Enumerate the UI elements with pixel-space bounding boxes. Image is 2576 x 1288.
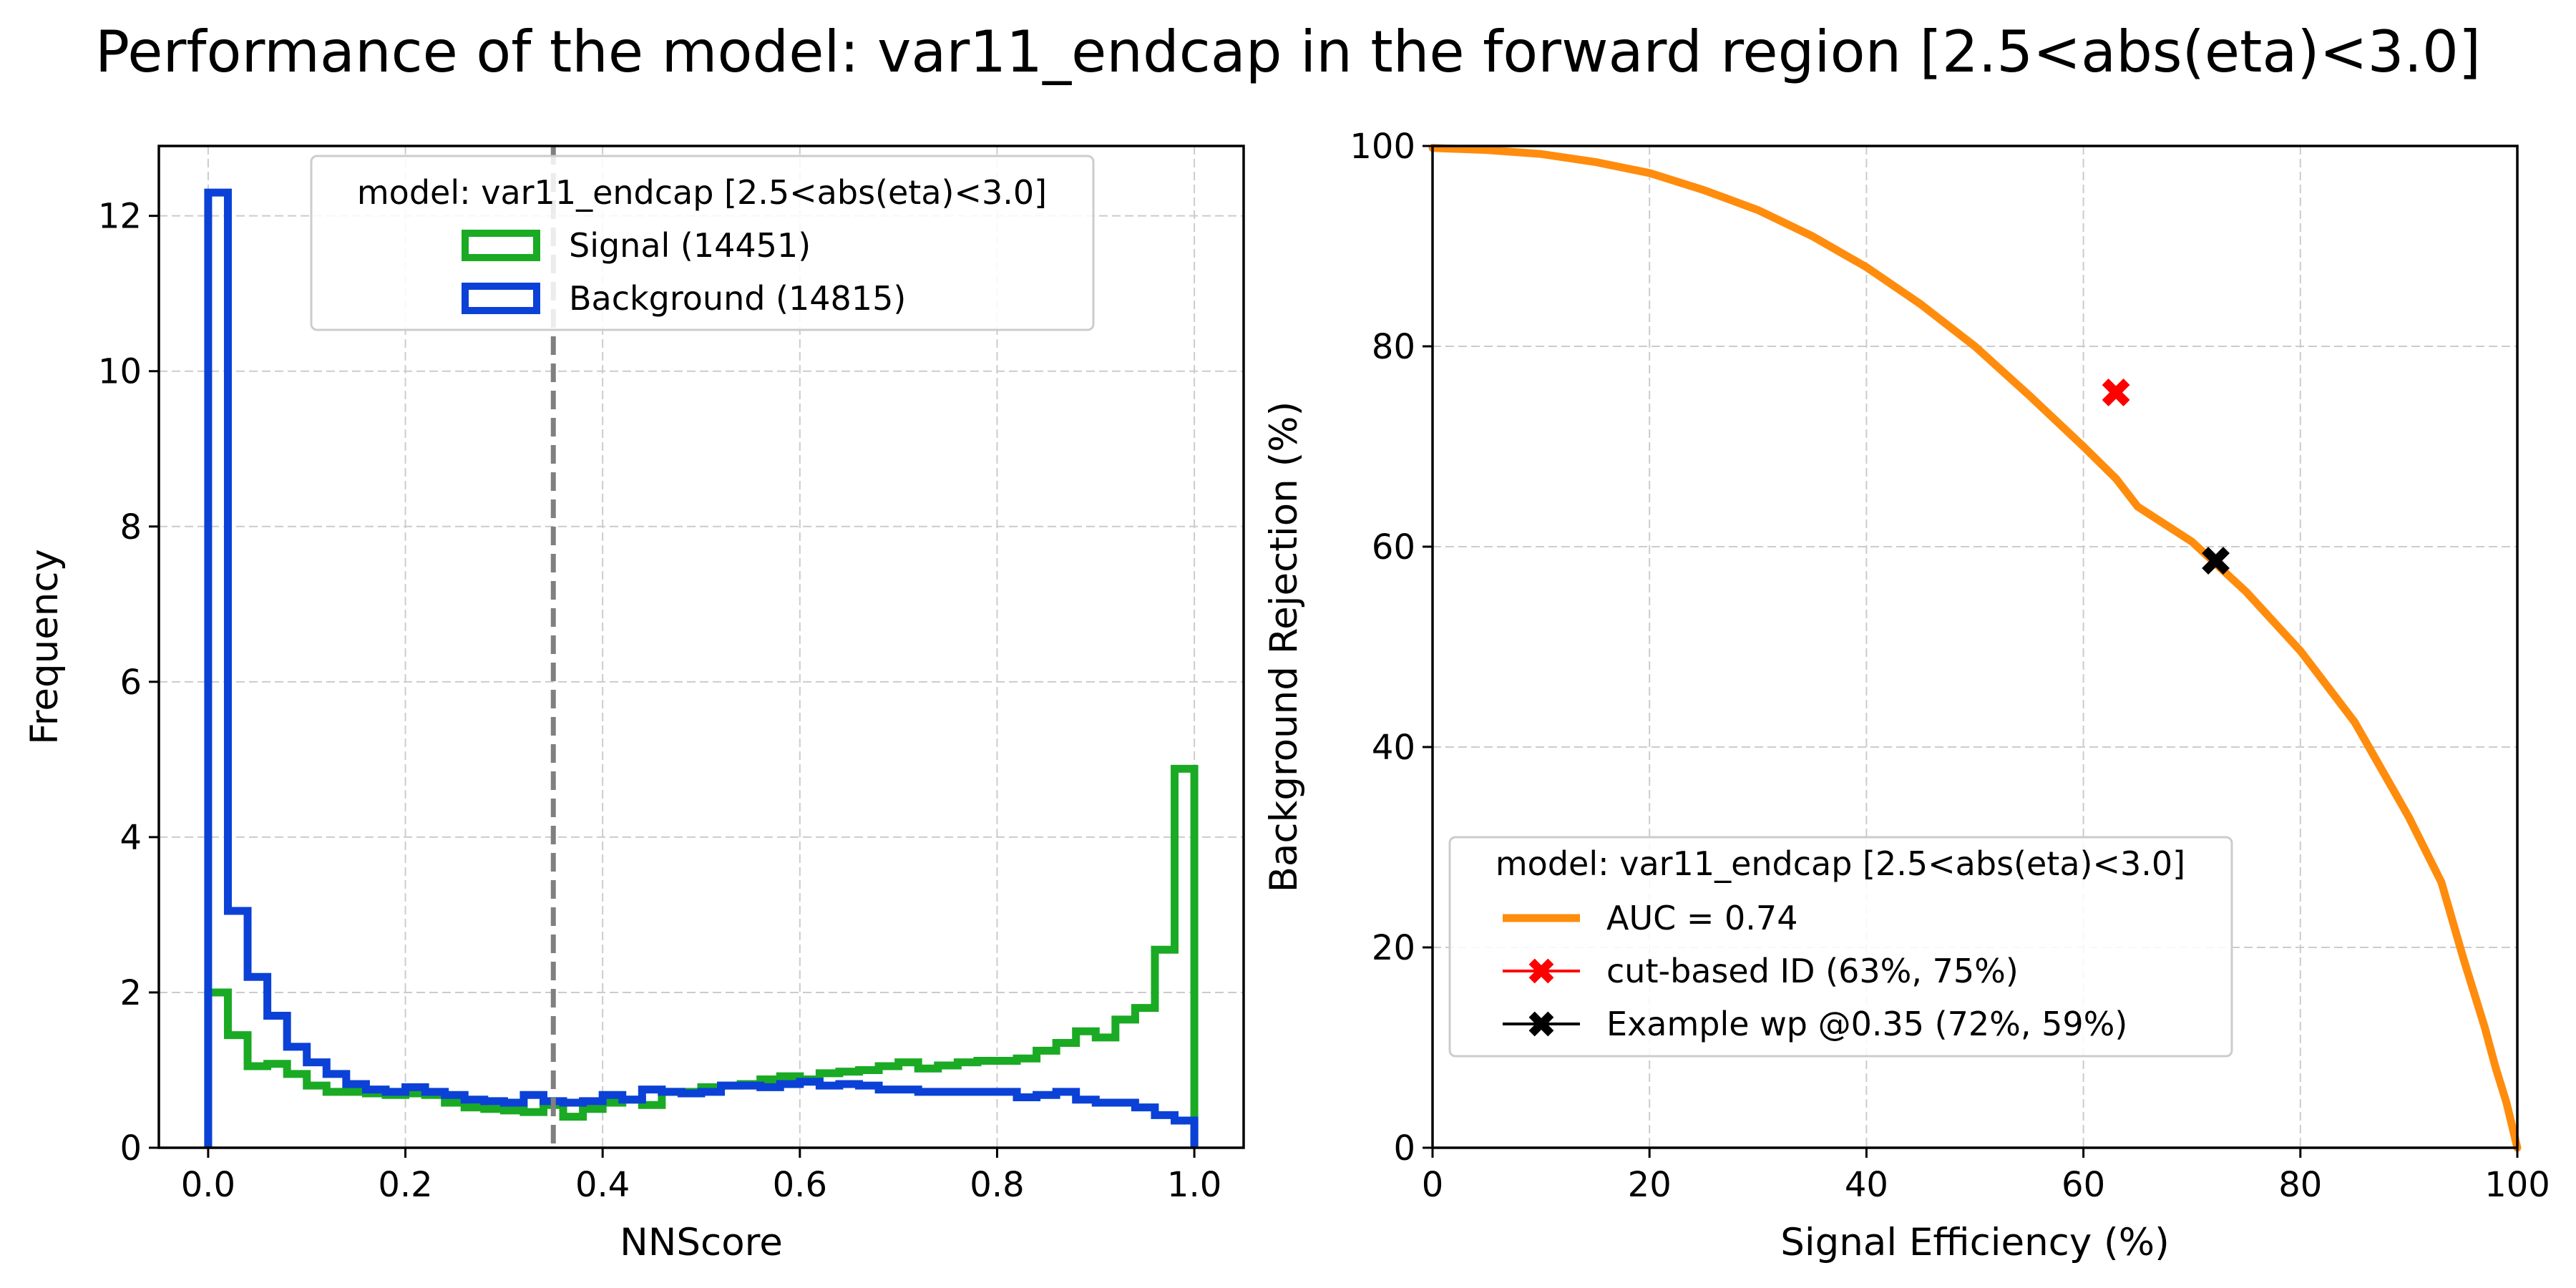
roc-legend-title: model: var11_endcap [2.5<abs(eta)<3.0] (1496, 844, 2185, 883)
roc-legend-box (1448, 836, 2233, 1058)
hist-frame (157, 145, 1245, 1149)
roc-xtick-label-0: 0 (1422, 1165, 1444, 1205)
hist-legend-label-0: Signal (14451) (569, 226, 811, 265)
roc-frame (1431, 145, 2519, 1149)
roc-legend-marker-1 (1528, 958, 1554, 984)
hist-series-background (204, 188, 1199, 1148)
hist-legend-title: model: var11_endcap [2.5<abs(eta)<3.0] (357, 173, 1047, 212)
roc-legend-label-2: Example wp @0.35 (72%, 59%) (1606, 1005, 2127, 1043)
roc-ytick-label-5: 100 (1350, 127, 1415, 167)
histogram-panel: 0.0 0.2 0.4 0.6 0.8 1.0 0 2 4 6 8 10 12 NNScore Freque… (23, 145, 1245, 1264)
figure-title: Performance of the model: var11_endcap i… (94, 19, 2482, 85)
hist-ytick-label-1: 2 (119, 973, 142, 1013)
roc-xlabel: Signal Efficiency (%) (1780, 1221, 2170, 1264)
hist-xtick-label-3: 0.6 (773, 1165, 827, 1205)
hist-ytick-label-0: 0 (119, 1128, 142, 1169)
roc-xtick-label-4: 80 (2278, 1165, 2322, 1205)
roc-legend-label-0: AUC = 0.74 (1606, 899, 1797, 937)
hist-ytick-label-3: 6 (119, 663, 142, 703)
hist-ytick-label-6: 12 (98, 197, 142, 237)
roc-point-example-wp (2202, 547, 2230, 575)
roc-ylabel: Background Rejection (%) (1262, 401, 1306, 893)
roc-curve (1428, 144, 2522, 1152)
hist-ytick-label-4: 8 (119, 507, 142, 547)
roc-ytick-label-0: 0 (1393, 1128, 1415, 1169)
roc-xtick-label-5: 100 (2484, 1165, 2550, 1205)
roc-ytick-label-1: 20 (1372, 928, 1415, 968)
hist-ytick-label-5: 10 (98, 352, 142, 392)
roc-xtick-label-3: 60 (2062, 1165, 2105, 1205)
hist-ylabel: Frequency (23, 549, 67, 745)
hist-legend-swatch-0 (462, 230, 540, 261)
hist-legend-label-1: Background (14815) (569, 279, 906, 318)
hist-legend: model: var11_endcap [2.5<abs(eta)<3.0] Si… (310, 155, 1095, 331)
roc-xtick-label-2: 40 (1845, 1165, 1888, 1205)
roc-legend-marker-2 (1528, 1011, 1554, 1037)
roc-xtick-label-1: 20 (1628, 1165, 1672, 1205)
roc-point-cut-based (2102, 378, 2130, 406)
hist-xtick-label-0: 0.0 (181, 1165, 235, 1205)
roc-legend: model: var11_endcap [2.5<abs(eta)<3.0] AU… (1448, 836, 2233, 1058)
hist-xtick-label-4: 0.8 (970, 1165, 1024, 1205)
roc-ytick-label-3: 60 (1372, 527, 1415, 567)
hist-ytick-label-2: 4 (119, 818, 142, 858)
roc-ytick-label-2: 40 (1372, 728, 1415, 768)
hist-xtick-label-2: 0.4 (575, 1165, 630, 1205)
hist-xlabel: NNScore (620, 1221, 783, 1264)
hist-xtick-label-1: 0.2 (378, 1165, 432, 1205)
roc-panel: 0 20 40 60 80 100 0 20 40 60 80 100 Signal Efficienc… (1262, 127, 2550, 1264)
roc-legend-label-1: cut-based ID (63%, 75%) (1606, 952, 2019, 990)
roc-ytick-label-4: 80 (1372, 327, 1415, 367)
hist-xtick-label-5: 1.0 (1167, 1165, 1221, 1205)
hist-legend-swatch-1 (462, 283, 540, 314)
